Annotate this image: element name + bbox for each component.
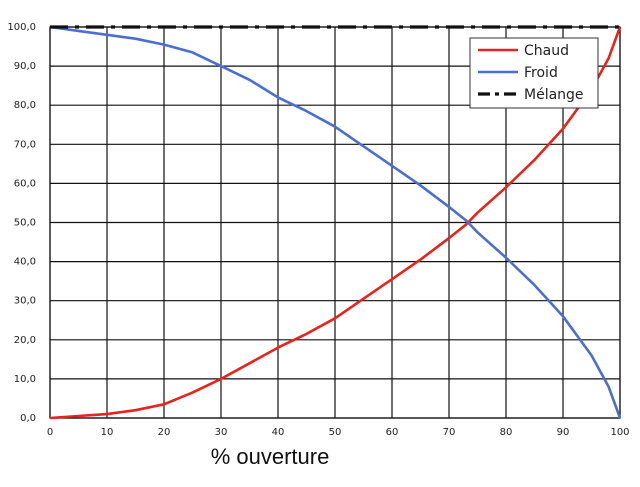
y-tick-label: 60,0 [14, 178, 36, 189]
series-line-froid [49, 25, 622, 419]
y-tick-label: 40,0 [14, 257, 36, 268]
x-axis-title: % ouverture [211, 444, 330, 469]
grid [49, 26, 621, 419]
x-tick-label: 40 [272, 427, 285, 438]
legend: Chaud Froid Mélange [469, 37, 599, 109]
x-tick-label: 60 [386, 427, 399, 438]
y-tick-label: 100,0 [7, 22, 36, 33]
series-line-chaud [49, 26, 622, 420]
y-tick-label: 80,0 [14, 100, 36, 111]
x-tick-label: 10 [101, 427, 114, 438]
x-tick-label: 80 [500, 427, 513, 438]
y-tick-label: 30,0 [14, 296, 36, 307]
x-tick-label: 100 [610, 427, 629, 438]
y-tick-label: 20,0 [14, 335, 36, 346]
x-axis-ticks: 0 10 20 30 40 50 60 70 80 90 100 [47, 427, 630, 438]
legend-label: Froid [524, 65, 558, 81]
x-tick-label: 70 [443, 427, 456, 438]
plot-border [49, 26, 621, 419]
x-tick-label: 90 [557, 427, 570, 438]
y-tick-label: 50,0 [14, 218, 36, 229]
y-axis-ticks: 0,0 10,0 20,0 30,0 40,0 50,0 60,0 70,0 80,0 90,0 1… [7, 22, 36, 424]
legend-label: Chaud [524, 43, 569, 59]
x-tick-label: 30 [215, 427, 228, 438]
y-tick-label: 90,0 [14, 61, 36, 72]
x-tick-label: 0 [47, 427, 53, 438]
series-lines [49, 25, 622, 420]
y-tick-label: 0,0 [20, 413, 36, 424]
y-tick-label: 70,0 [14, 139, 36, 150]
x-tick-label: 20 [158, 427, 171, 438]
legend-label: Mélange [524, 87, 584, 103]
x-tick-label: 50 [329, 427, 342, 438]
y-tick-label: 10,0 [14, 374, 36, 385]
